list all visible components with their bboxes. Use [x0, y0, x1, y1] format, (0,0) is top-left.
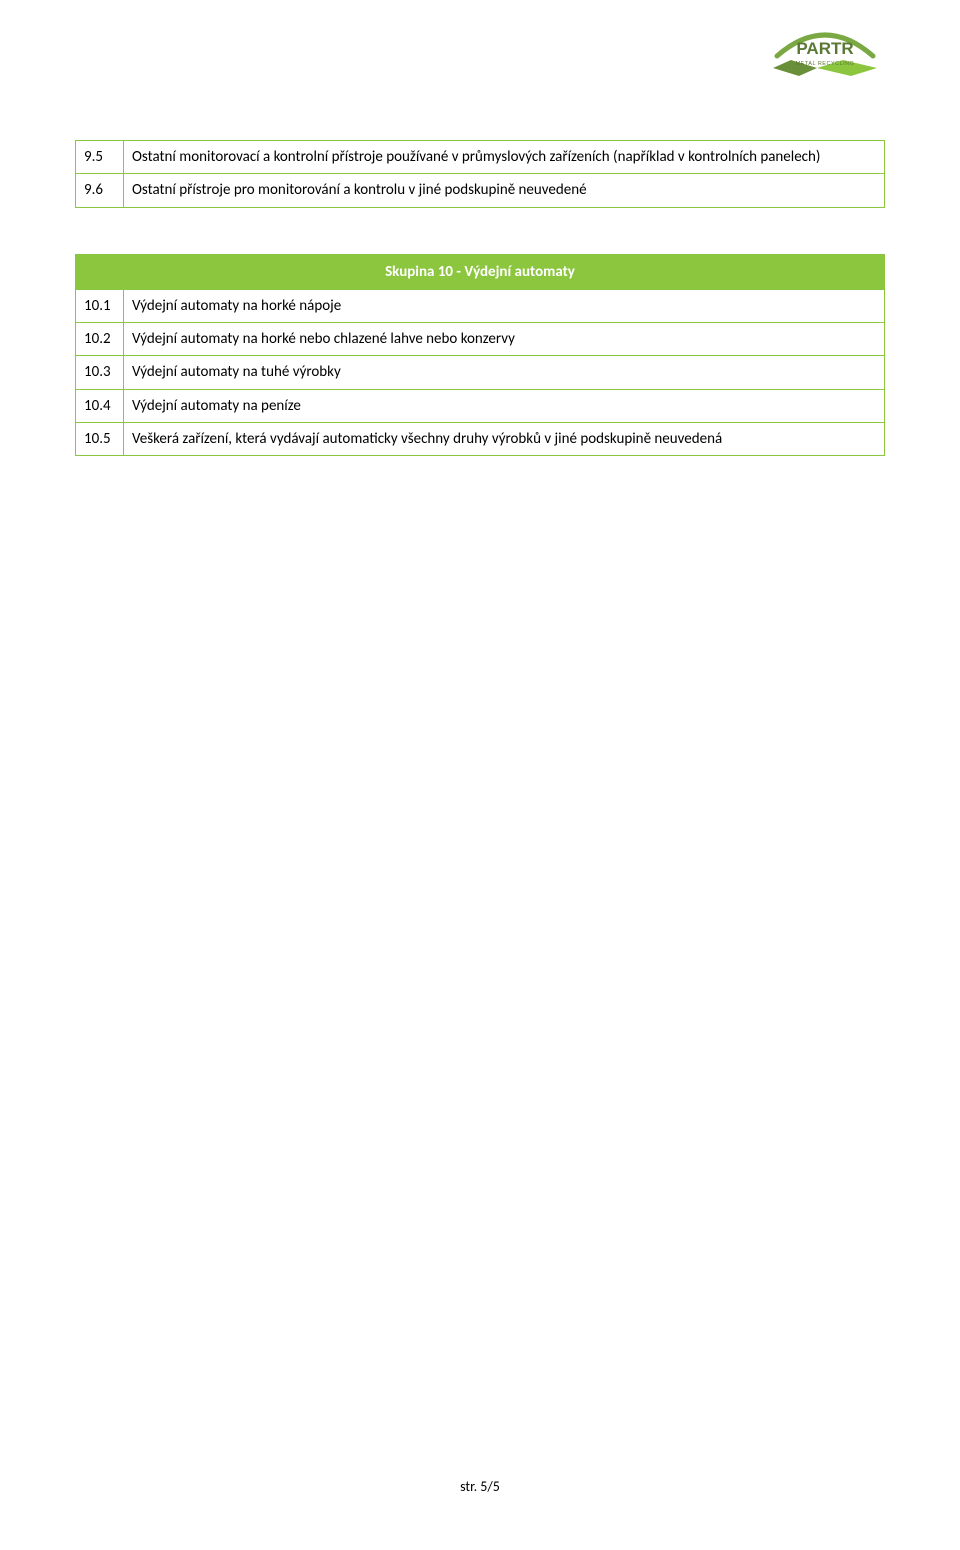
- table-row: 10.2 Výdejní automaty na horké nebo chla…: [76, 323, 885, 356]
- row-text: Výdejní automaty na peníze: [124, 389, 885, 422]
- row-text: Výdejní automaty na tuhé výrobky: [124, 356, 885, 389]
- table-group-9: 9.5 Ostatní monitorovací a kontrolní pří…: [75, 140, 885, 208]
- content-area: 9.5 Ostatní monitorovací a kontrolní pří…: [75, 140, 885, 456]
- brand-logo: PARTR METAL RECYCLING: [765, 22, 885, 82]
- page: PARTR METAL RECYCLING 9.5 Ostatní monito…: [0, 0, 960, 1550]
- row-number: 10.5: [76, 422, 124, 455]
- logo-subtitle: METAL RECYCLING: [796, 61, 855, 67]
- group-header: Skupina 10 - Výdejní automaty: [76, 254, 885, 289]
- row-number: 10.2: [76, 323, 124, 356]
- row-text: Výdejní automaty na horké nápoje: [124, 289, 885, 322]
- table-row: 9.5 Ostatní monitorovací a kontrolní pří…: [76, 141, 885, 174]
- table-row: 10.4 Výdejní automaty na peníze: [76, 389, 885, 422]
- row-number: 10.4: [76, 389, 124, 422]
- logo-brand-text: PARTR: [796, 39, 853, 58]
- row-text: Ostatní monitorovací a kontrolní přístro…: [124, 141, 885, 174]
- table-row: 10.5 Veškerá zařízení, která vydávají au…: [76, 422, 885, 455]
- spacer: [75, 208, 885, 254]
- row-text: Veškerá zařízení, která vydávají automat…: [124, 422, 885, 455]
- row-number: 9.5: [76, 141, 124, 174]
- table-row: 10.3 Výdejní automaty na tuhé výrobky: [76, 356, 885, 389]
- table-header-row: Skupina 10 - Výdejní automaty: [76, 254, 885, 289]
- table-row: 10.1 Výdejní automaty na horké nápoje: [76, 289, 885, 322]
- table-row: 9.6 Ostatní přístroje pro monitorování a…: [76, 174, 885, 207]
- page-footer: str. 5/5: [0, 1478, 960, 1495]
- row-text: Ostatní přístroje pro monitorování a kon…: [124, 174, 885, 207]
- row-number: 9.6: [76, 174, 124, 207]
- row-text: Výdejní automaty na horké nebo chlazené …: [124, 323, 885, 356]
- row-number: 10.1: [76, 289, 124, 322]
- table-group-10: Skupina 10 - Výdejní automaty 10.1 Výdej…: [75, 254, 885, 457]
- row-number: 10.3: [76, 356, 124, 389]
